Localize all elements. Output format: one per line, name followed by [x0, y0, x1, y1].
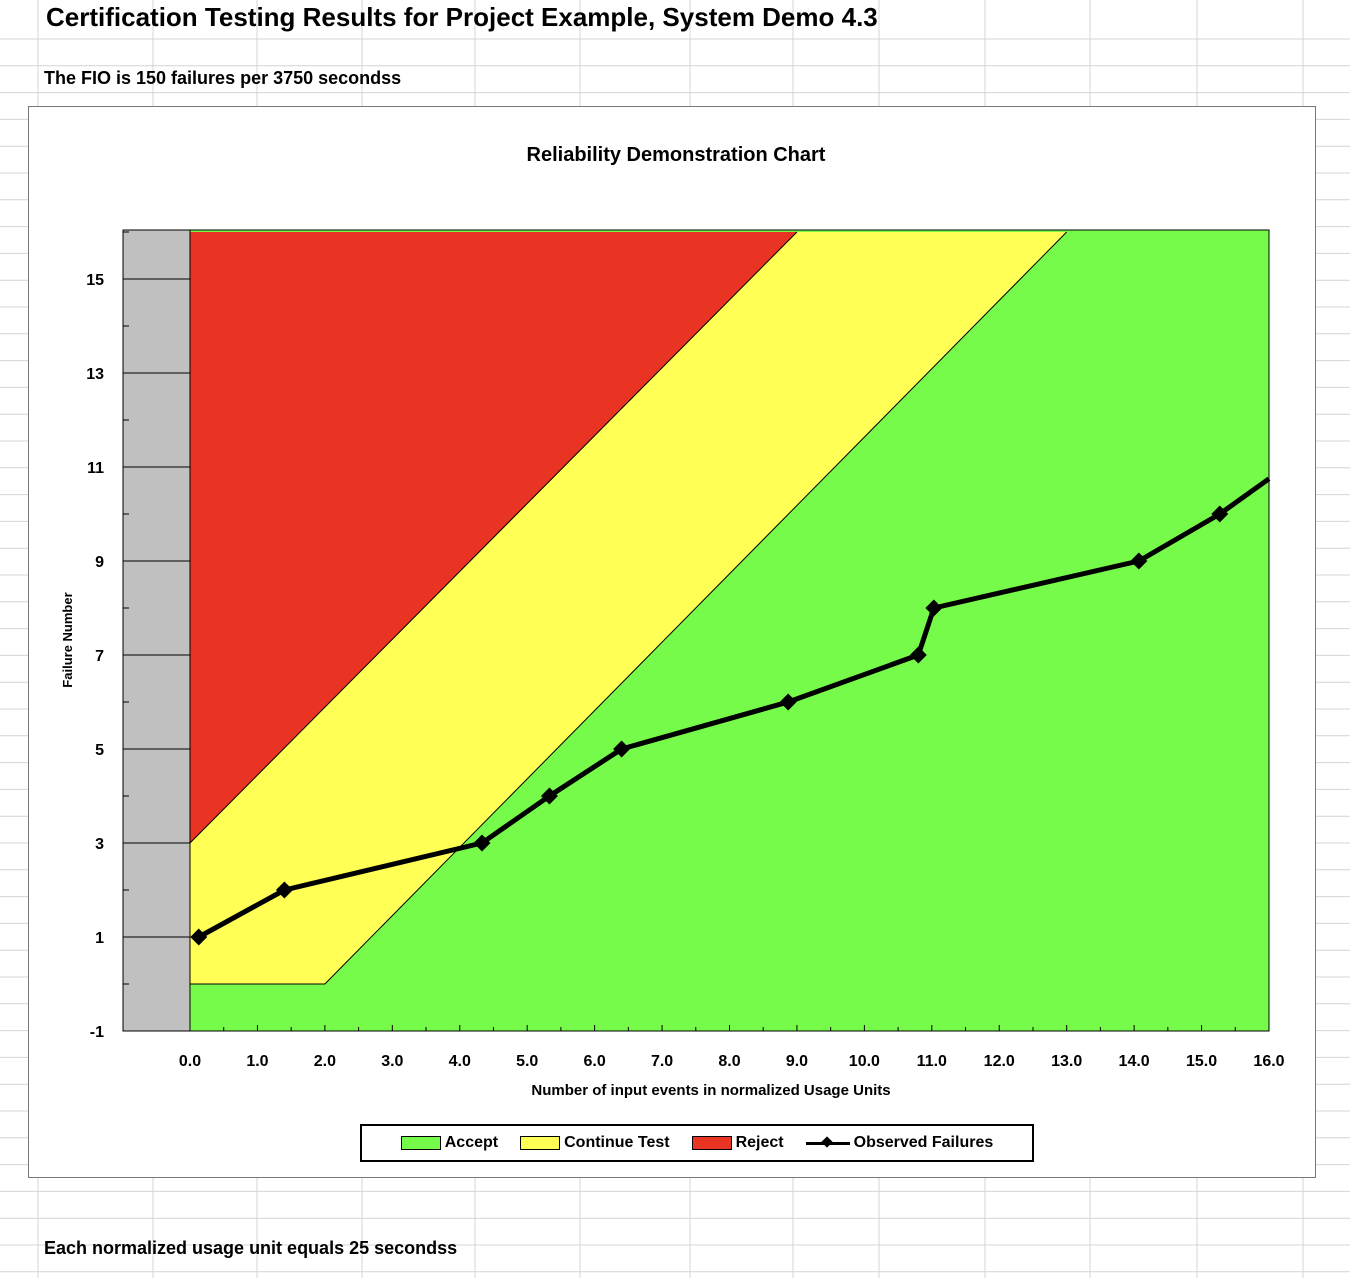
observed-failure-point [540, 787, 558, 805]
x-tick-label: 15.0 [1186, 1053, 1217, 1070]
observed-failure-point [275, 881, 293, 899]
x-tick-label: 6.0 [584, 1053, 606, 1070]
y-tick-label: 3 [95, 836, 104, 853]
accept-boundary-line [190, 231, 1068, 985]
observed-failure-point [190, 928, 208, 946]
x-tick-label: 8.0 [718, 1053, 740, 1070]
x-tick-label: 12.0 [984, 1053, 1015, 1070]
x-tick-label: 5.0 [516, 1053, 538, 1070]
y-tick-label: 13 [86, 366, 104, 383]
y-axis-label: Failure Number [60, 592, 75, 687]
continue-test-region [190, 232, 1067, 984]
observed-failure-point [613, 740, 631, 758]
legend-continue-test: Continue Test [520, 1134, 670, 1152]
observed-failure-point [1130, 552, 1148, 570]
x-tick-label: 4.0 [449, 1053, 471, 1070]
x-tick-label: 9.0 [786, 1053, 808, 1070]
x-axis-label: Number of input events in normalized Usa… [531, 1082, 890, 1099]
chart-title: Reliability Demonstration Chart [527, 144, 826, 166]
y-tick-label: 9 [95, 554, 104, 571]
observed-line-swatch [805, 1137, 850, 1149]
legend-reject: Reject [691, 1134, 784, 1152]
fio-note: The FIO is 150 failures per 3750 seconds… [44, 68, 402, 88]
x-tick-label: 7.0 [651, 1053, 673, 1070]
x-tick-label: 3.0 [381, 1053, 403, 1070]
accept-swatch [400, 1136, 441, 1150]
y-tick-label: 1 [95, 930, 104, 947]
x-tick-label: 14.0 [1119, 1053, 1150, 1070]
x-tick-label: 16.0 [1253, 1053, 1284, 1070]
chart-legend: Accept Continue Test Reject Observed Fai… [360, 1124, 1034, 1162]
legend-accept-label: Accept [444, 1134, 499, 1151]
x-tick-label: 13.0 [1051, 1053, 1082, 1070]
observed-failure-point [473, 834, 491, 852]
observed-failure-point [925, 599, 943, 617]
y-tick-label: 15 [86, 272, 104, 289]
legend-observed-label: Observed Failures [853, 1134, 994, 1151]
x-tick-label: 2.0 [314, 1053, 336, 1070]
y-tick-label: -1 [90, 1024, 104, 1041]
usage-unit-note: Each normalized usage unit equals 25 sec… [44, 1238, 458, 1258]
reject-boundary-line [189, 231, 798, 844]
continue-swatch [520, 1136, 561, 1150]
out-of-range-band [123, 230, 190, 1031]
x-tick-label: 0.0 [179, 1053, 201, 1070]
plot-area [122, 229, 1271, 1032]
observed-failure-point [909, 646, 927, 664]
reject-swatch [691, 1136, 732, 1150]
x-tick-label: 10.0 [849, 1053, 880, 1070]
y-tick-label: 11 [87, 460, 104, 477]
x-tick-label: 11.0 [917, 1053, 947, 1070]
legend-observed-failures: Observed Failures [805, 1134, 994, 1152]
sheet-title: Certification Testing Results for Projec… [46, 2, 878, 32]
observed-failure-point [779, 693, 797, 711]
y-tick-label: 5 [95, 742, 104, 759]
legend-reject-label: Reject [735, 1134, 784, 1151]
y-tick-label: 7 [95, 648, 104, 665]
legend-continue-label: Continue Test [564, 1134, 670, 1151]
x-tick-label: 1.0 [246, 1053, 268, 1070]
legend-accept: Accept [400, 1134, 499, 1152]
